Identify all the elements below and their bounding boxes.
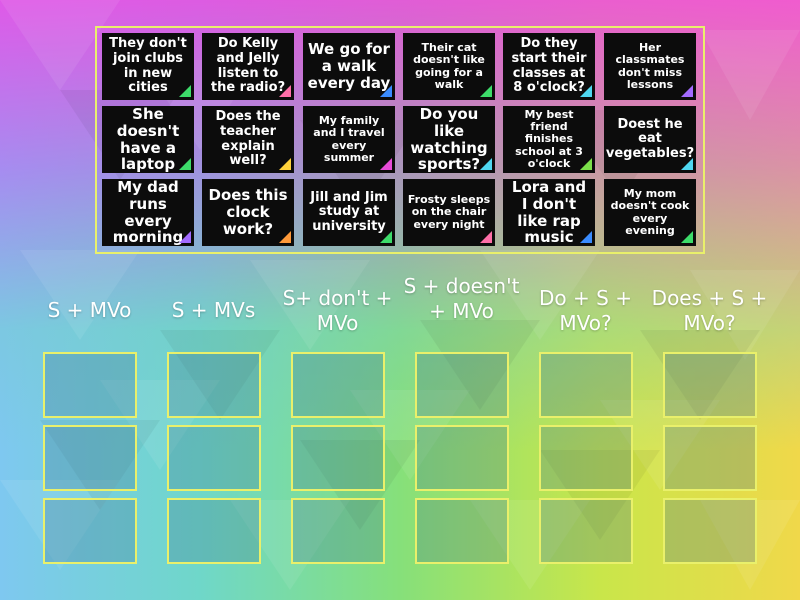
sentence-card[interactable]: Do you like watching sports?: [403, 104, 495, 174]
sentence-card-text: My family and I travel every summer: [313, 113, 385, 164]
drop-slot[interactable]: [539, 425, 633, 491]
sentence-card[interactable]: She doesn't have a laptop: [102, 104, 194, 174]
column-header: S + MVs: [171, 298, 256, 322]
sentence-card-text: We go for a walk every day: [307, 40, 391, 92]
drop-slot[interactable]: [43, 498, 137, 564]
sentence-card[interactable]: They don't join clubs in new cities: [102, 33, 194, 100]
drop-slot[interactable]: [415, 498, 509, 564]
sentence-card-text: She doesn't have a laptop: [116, 104, 180, 174]
sentence-card-text: My mom doesn't cook every evening: [610, 186, 690, 237]
sentence-card[interactable]: Do they start their classes at 8 o'clock…: [503, 33, 595, 100]
sentence-card[interactable]: We go for a walk every day: [303, 33, 395, 100]
drop-slot[interactable]: [43, 425, 137, 491]
sentence-card[interactable]: My best friend finishes school at 3 o'cl…: [503, 106, 595, 173]
drop-slot[interactable]: [167, 425, 261, 491]
sentence-card[interactable]: Do Kelly and Jelly listen to the radio?: [202, 33, 294, 100]
sentence-card[interactable]: My dad runs every morning: [102, 177, 194, 247]
drop-slot[interactable]: [291, 352, 385, 418]
sentence-card-text: Lora and I don't like rap music: [511, 177, 587, 247]
drop-slot[interactable]: [167, 352, 261, 418]
sentence-card-text: Their cat doesn't like going for a walk: [413, 40, 485, 91]
sentence-card[interactable]: Doest he eat vegetables?: [604, 106, 696, 173]
sentence-card-text: Jill and Jim study at university: [310, 189, 388, 234]
sentence-card-text: My dad runs every morning: [112, 177, 184, 247]
sentence-card-text: They don't join clubs in new cities: [109, 36, 187, 96]
drop-slot[interactable]: [663, 498, 757, 564]
card-corner-triangle-icon: [480, 231, 492, 243]
sentence-card-text: Frosty sleeps on the chair every night: [407, 193, 491, 231]
sentence-card-text: Does this clock work?: [208, 186, 288, 238]
sentence-card-text: Do you like watching sports?: [410, 104, 488, 174]
sentence-card[interactable]: Does the teacher explain well?: [202, 106, 294, 173]
sentence-card[interactable]: Does this clock work?: [202, 179, 294, 246]
column-header: S + MVo: [47, 298, 132, 322]
sentence-card-text: Does the teacher explain well?: [215, 109, 281, 169]
drop-slot[interactable]: [539, 352, 633, 418]
drop-slot[interactable]: [663, 425, 757, 491]
drop-slot[interactable]: [415, 352, 509, 418]
column-header: Does + S + MVo?: [651, 286, 768, 335]
sentence-card[interactable]: Their cat doesn't like going for a walk: [403, 33, 495, 100]
sentence-card-text: Doest he eat vegetables?: [605, 116, 695, 161]
column-header: S+ don't + MVo: [282, 286, 393, 335]
sentence-card-text: Her classmates don't miss lessons: [615, 40, 685, 91]
column-header: Do + S + MVo?: [539, 286, 632, 335]
drop-slot[interactable]: [415, 425, 509, 491]
sentence-card-text: Do they start their classes at 8 o'clock…: [511, 36, 587, 96]
sentence-card[interactable]: My mom doesn't cook every evening: [604, 179, 696, 246]
drop-slot[interactable]: [291, 498, 385, 564]
drop-slot[interactable]: [291, 425, 385, 491]
drop-slot[interactable]: [539, 498, 633, 564]
sentence-card[interactable]: Her classmates don't miss lessons: [604, 33, 696, 100]
drop-slot[interactable]: [43, 352, 137, 418]
drop-slot[interactable]: [663, 352, 757, 418]
sentence-card[interactable]: Jill and Jim study at university: [303, 179, 395, 246]
cards-tray: [95, 26, 705, 254]
sentence-card[interactable]: My family and I travel every summer: [303, 106, 395, 173]
sentence-card[interactable]: Frosty sleeps on the chair every night: [403, 179, 495, 246]
column-header: S + doesn't + MVo: [403, 274, 520, 323]
drop-slot[interactable]: [167, 498, 261, 564]
sentence-card-text: Do Kelly and Jelly listen to the radio?: [210, 36, 286, 96]
sentence-card-text: My best friend finishes school at 3 o'cl…: [515, 107, 583, 170]
sentence-card[interactable]: Lora and I don't like rap music: [503, 177, 595, 247]
